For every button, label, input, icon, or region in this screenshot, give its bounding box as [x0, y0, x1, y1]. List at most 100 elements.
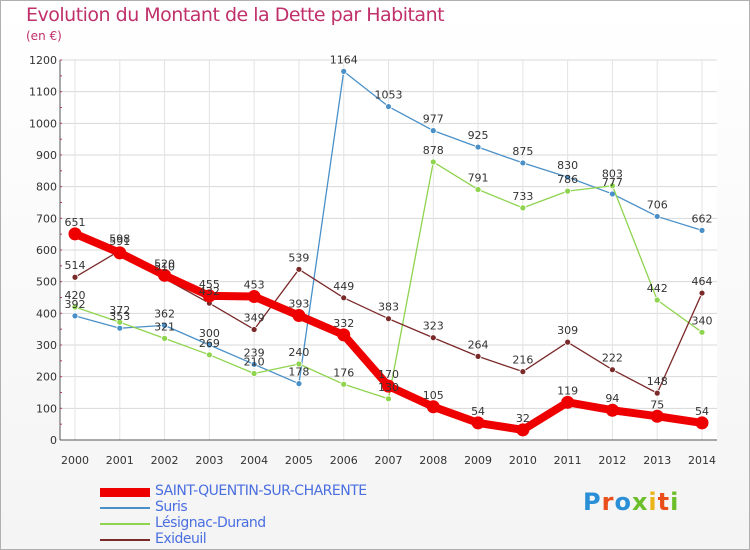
data-point: [250, 360, 258, 368]
legend-label: Suris: [155, 499, 188, 515]
data-point: [519, 368, 527, 376]
data-point: [653, 296, 661, 304]
data-point: [474, 186, 482, 193]
logo-letter: x: [631, 488, 649, 516]
data-point: [474, 143, 482, 151]
logo-letter: P: [583, 488, 602, 516]
data-label: 349: [244, 311, 265, 324]
data-label: 1053: [375, 89, 403, 102]
legend-swatch: [100, 487, 150, 497]
x-tick-label: 2002: [151, 454, 179, 467]
data-point: [71, 312, 79, 320]
data-point: [337, 328, 351, 342]
data-point: [116, 318, 124, 326]
data-label: 105: [423, 389, 444, 402]
data-point: [426, 400, 440, 414]
legend-swatch: [100, 523, 150, 525]
y-tick-label: 300: [36, 339, 57, 352]
data-label: 875: [512, 145, 533, 158]
y-tick-label: 700: [36, 212, 57, 225]
data-point: [161, 334, 168, 342]
data-point: [653, 213, 661, 220]
data-point: [653, 389, 661, 397]
data-label: 392: [65, 298, 86, 311]
data-point: [205, 341, 213, 349]
data-label: 539: [288, 251, 309, 264]
data-label: 170: [378, 368, 399, 381]
x-tick-label: 2006: [330, 454, 358, 467]
data-point: [519, 204, 527, 212]
data-label: 75: [650, 398, 664, 411]
data-point: [250, 370, 258, 377]
data-label: 432: [199, 285, 220, 298]
data-label: 662: [692, 212, 713, 225]
data-label: 591: [109, 235, 130, 248]
legend-swatch: [100, 539, 150, 541]
data-label: 510: [154, 261, 175, 274]
data-point: [340, 68, 348, 75]
data-label: 94: [605, 392, 619, 405]
data-point: [605, 403, 619, 417]
y-tick-label: 1100: [29, 86, 57, 99]
data-point: [698, 226, 706, 234]
data-point: [250, 326, 258, 333]
x-tick-label: 2004: [240, 454, 268, 467]
x-tick-label: 2014: [688, 454, 716, 467]
legend-label: Exideuil: [155, 531, 207, 547]
data-point: [429, 158, 437, 166]
data-label: 830: [557, 159, 578, 172]
y-tick-label: 900: [36, 149, 57, 162]
data-label: 210: [244, 356, 265, 369]
data-label: 925: [468, 129, 489, 142]
data-label: 362: [154, 307, 175, 320]
data-label: 449: [333, 280, 354, 293]
data-point: [519, 159, 527, 167]
data-point: [295, 265, 303, 273]
data-point: [650, 409, 664, 423]
data-label: 54: [471, 405, 485, 418]
data-label: 332: [333, 317, 354, 330]
data-label: 178: [288, 366, 309, 379]
data-label: 216: [512, 354, 533, 367]
data-point: [161, 321, 168, 329]
data-point: [382, 379, 395, 393]
data-point: [340, 294, 348, 302]
data-point: [116, 324, 124, 332]
data-point: [71, 303, 79, 311]
data-point: [698, 328, 706, 336]
data-point: [71, 273, 79, 281]
data-label: 803: [602, 168, 623, 181]
y-tick-label: 500: [36, 276, 57, 289]
data-label: 269: [199, 337, 220, 350]
data-label: 1164: [330, 53, 358, 66]
data-point: [385, 315, 392, 323]
data-label: 777: [602, 176, 623, 189]
y-tick-label: 800: [36, 181, 57, 194]
data-label: 222: [602, 352, 623, 365]
logo-letter: i: [648, 488, 658, 516]
data-label: 453: [244, 279, 265, 292]
data-label: 372: [109, 304, 130, 317]
x-tick-label: 2005: [285, 454, 313, 467]
data-label: 353: [109, 310, 130, 323]
legend-label: SAINT-QUENTIN-SUR-CHARENTE: [155, 483, 367, 499]
data-label: 240: [288, 346, 309, 359]
data-point: [474, 352, 482, 360]
data-point: [564, 338, 572, 346]
data-point: [385, 395, 392, 403]
data-point: [564, 187, 572, 195]
data-point: [247, 290, 261, 304]
data-point: [471, 416, 485, 430]
x-tick-label: 2011: [554, 454, 582, 467]
data-label: 323: [423, 320, 444, 333]
x-tick-label: 2007: [375, 454, 403, 467]
y-tick-label: 1000: [29, 117, 57, 130]
data-point: [429, 127, 437, 135]
y-tick-label: 400: [36, 307, 57, 320]
proxiti-logo: Proxiti: [583, 488, 679, 516]
data-label: 340: [692, 314, 713, 327]
data-label: 54: [695, 405, 709, 418]
data-point: [113, 246, 127, 260]
data-label: 791: [468, 172, 489, 185]
data-point: [158, 268, 172, 282]
